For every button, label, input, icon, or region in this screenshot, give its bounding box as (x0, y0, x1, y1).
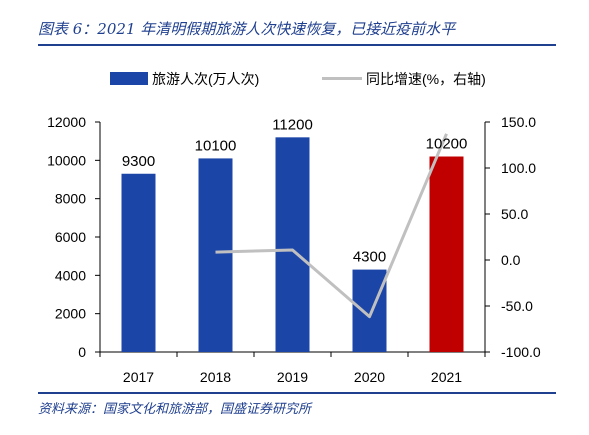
left-tick-label: 12000 (47, 114, 86, 130)
left-tick-label: 10000 (47, 152, 86, 168)
bar (198, 158, 233, 352)
legend: 旅游人次(万人次) 同比增速(%，右轴) (110, 71, 486, 87)
legend-label-visitors: 旅游人次(万人次) (152, 71, 259, 87)
bar-value-label: 10200 (426, 136, 468, 153)
right-tick-label: 150.0 (501, 114, 536, 130)
figure-source: 资料来源：国家文化和旅游部，国盛证券研究所 (38, 402, 312, 417)
axes: 0 2000 4000 6000 8000 10000 12000 -100.0 -50.0 0.… (47, 114, 541, 385)
right-tick-label: -50.0 (501, 298, 533, 314)
bar (121, 173, 156, 352)
right-tick-label: -100.0 (501, 344, 541, 360)
bar-value-label: 9300 (122, 153, 155, 170)
legend-swatch-visitors (110, 72, 148, 85)
x-tick-label: 2021 (431, 369, 462, 385)
left-tick-label: 4000 (55, 267, 86, 283)
x-tick-label: 2018 (200, 369, 231, 385)
bars (121, 137, 464, 352)
bar (429, 156, 464, 352)
left-tick-label: 6000 (55, 229, 86, 245)
bar (352, 269, 387, 352)
left-tick-label: 0 (78, 344, 86, 360)
x-tick-label: 2017 (123, 369, 154, 385)
bar-value-label: 10100 (195, 137, 237, 154)
growth-rate-line (215, 133, 448, 319)
data-labels: 9300 10100 11200 4300 10200 (122, 116, 468, 265)
x-tick-label: 2020 (354, 369, 385, 385)
title-rule (38, 44, 556, 46)
right-tick-label: 50.0 (501, 206, 528, 222)
growth-line-layer (215, 133, 448, 319)
right-tick-label: 0.0 (501, 252, 521, 268)
figure-title: 图表 6：2021 年清明假期旅游人次快速恢复，已接近疫前水平 (38, 20, 456, 38)
bar-value-label: 4300 (353, 249, 386, 266)
source-rule (38, 392, 556, 394)
bar-value-label: 11200 (272, 116, 313, 133)
left-tick-label: 8000 (55, 191, 86, 207)
x-tick-label: 2019 (277, 369, 308, 385)
right-tick-label: 100.0 (501, 160, 536, 176)
legend-label-growth: 同比增速(%，右轴) (366, 71, 486, 87)
left-tick-label: 2000 (55, 306, 86, 322)
bar (275, 137, 310, 352)
